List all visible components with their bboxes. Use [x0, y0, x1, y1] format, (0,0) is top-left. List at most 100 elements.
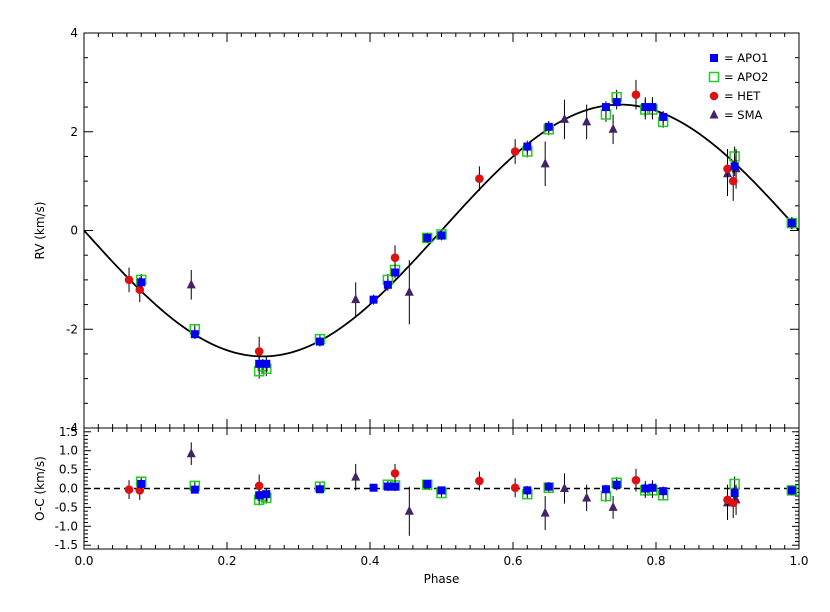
- series-sma: [186, 99, 741, 325]
- data-point-het: [631, 475, 641, 485]
- data-point-apo1: [787, 219, 796, 228]
- data-point-sma: [582, 116, 592, 126]
- data-point-apo1: [641, 484, 650, 493]
- data-point-apo1: [730, 489, 739, 498]
- data-point-het: [254, 347, 264, 356]
- legend-label: = APO1: [724, 51, 768, 65]
- data-point-het: [254, 481, 264, 491]
- data-point-het: [510, 147, 520, 156]
- data-point-het: [631, 90, 641, 100]
- data-point-apo1: [423, 479, 432, 488]
- rv-panel: -4 -2 0 2 4 RV (km/s): [33, 26, 800, 435]
- x-tick-label: 1.0: [789, 554, 808, 568]
- data-point-apo1: [190, 330, 199, 339]
- data-point-apo1: [383, 482, 392, 491]
- y-tick-label: 0.5: [59, 463, 78, 477]
- x-tick-label: 0.4: [360, 554, 379, 568]
- data-point-apo1: [391, 268, 400, 277]
- data-point-apo1: [315, 485, 324, 494]
- x-tick-label: 0.8: [646, 554, 665, 568]
- data-point-apo1: [137, 278, 146, 287]
- data-point-apo1: [369, 295, 378, 304]
- legend-label: = APO2: [724, 70, 768, 84]
- data-point-apo1: [523, 486, 532, 495]
- data-point-het: [723, 164, 732, 174]
- series-apo1: [137, 479, 796, 501]
- y-tick-label: 1.5: [59, 425, 78, 439]
- series-het: [124, 79, 738, 367]
- y-tick-label: 2: [70, 125, 78, 139]
- y-tick-label: 0.0: [59, 482, 78, 496]
- data-point-het: [124, 275, 134, 285]
- y-tick-label: -0.5: [55, 500, 78, 514]
- data-point-sma: [608, 123, 618, 133]
- legend-marker: [708, 71, 720, 83]
- data-point-sma: [186, 448, 196, 458]
- data-point-het: [475, 476, 484, 486]
- data-point-sma: [540, 158, 550, 168]
- x-tick-label: 0.6: [503, 554, 522, 568]
- data-point-apo1: [601, 103, 610, 112]
- data-point-apo1: [659, 112, 668, 121]
- data-point-apo1: [437, 486, 446, 495]
- y-tick-label: -4: [66, 421, 78, 435]
- data-point-sma: [351, 471, 361, 481]
- data-point-apo1: [523, 142, 532, 151]
- y-tick-label: 1.0: [59, 444, 78, 458]
- data-point-apo1: [544, 482, 553, 491]
- legend-label: = HET: [724, 89, 761, 103]
- data-point-apo1: [383, 280, 392, 289]
- data-point-het: [390, 253, 400, 262]
- data-point-sma: [351, 294, 361, 304]
- data-point-apo1: [659, 487, 668, 496]
- data-point-apo1: [262, 359, 271, 368]
- x-tick-label: 0.2: [217, 554, 236, 568]
- residual-panel: -1.5 -1.0 -0.5 0.0 0.5 1.0 1.5 0.0 0.2 0.4 0.6 0.8 1…: [33, 425, 809, 586]
- data-point-sma: [186, 279, 196, 289]
- data-point-sma: [608, 501, 618, 511]
- data-point-apo1: [648, 103, 657, 112]
- y-tick-label: -2: [66, 322, 78, 336]
- y-tick-label: 0: [70, 224, 78, 238]
- data-point-sma: [559, 113, 569, 123]
- data-point-apo1: [601, 485, 610, 494]
- data-point-apo1: [137, 479, 146, 488]
- x-tick-label: 0.0: [74, 554, 93, 568]
- data-point-het: [475, 174, 484, 183]
- data-point-apo1: [369, 483, 378, 492]
- data-point-het: [135, 285, 145, 295]
- data-point-apo1: [315, 337, 324, 346]
- data-point-sma: [559, 483, 569, 492]
- data-point-apo1: [255, 491, 264, 500]
- legend-marker: [709, 109, 719, 119]
- series-apo1: [137, 94, 796, 372]
- y-axis-title: RV (km/s): [33, 201, 47, 259]
- data-point-apo1: [437, 231, 446, 240]
- data-point-apo1: [648, 483, 657, 492]
- series-het: [124, 463, 738, 518]
- data-point-sma: [404, 286, 414, 296]
- legend-marker: [710, 54, 718, 62]
- legend-label: = SMA: [724, 108, 763, 122]
- data-point-apo1: [787, 486, 796, 495]
- y-tick-label: 4: [70, 26, 78, 40]
- y-tick-label: -1.0: [55, 519, 78, 533]
- data-point-sma: [404, 505, 414, 515]
- data-point-het: [510, 483, 520, 493]
- data-point-apo1: [544, 122, 553, 131]
- legend-marker: [709, 91, 719, 101]
- data-point-het: [390, 469, 400, 478]
- y-tick-label: -1.5: [55, 538, 78, 552]
- data-point-apo1: [391, 482, 400, 491]
- data-point-het: [728, 176, 738, 186]
- data-point-apo1: [612, 480, 621, 489]
- data-point-het: [728, 498, 738, 508]
- data-point-apo1: [190, 485, 199, 494]
- data-point-apo1: [255, 359, 264, 368]
- data-point-apo1: [423, 233, 432, 242]
- data-point-apo1: [612, 98, 621, 107]
- data-point-het: [124, 485, 134, 494]
- data-point-sma: [540, 507, 550, 517]
- x-axis-title: Phase: [424, 572, 460, 586]
